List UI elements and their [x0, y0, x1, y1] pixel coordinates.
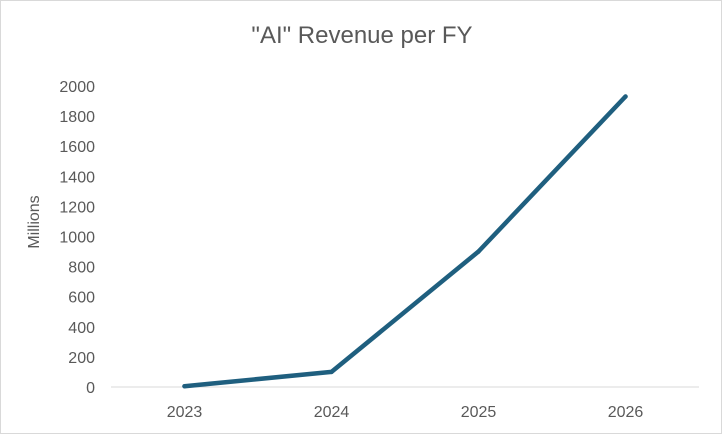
x-tick-label: 2024 [314, 404, 350, 421]
data-point [623, 94, 628, 99]
chart-title: "AI" Revenue per FY [251, 22, 472, 49]
y-axis-title: Millions [26, 195, 43, 248]
x-tick-label: 2025 [461, 404, 497, 421]
y-tick-label: 1600 [59, 139, 95, 156]
x-axis-ticks: 2023 2024 2025 2026 [167, 404, 644, 421]
series-layer [182, 94, 628, 389]
y-tick-label: 1200 [59, 199, 95, 216]
data-point [476, 249, 481, 254]
y-tick-label: 0 [86, 380, 95, 397]
y-tick-label: 1000 [59, 230, 95, 247]
y-tick-label: 600 [68, 290, 95, 307]
y-axis-ticks: 0 200 400 600 800 1000 1200 1400 1600 1800 2000 [59, 79, 95, 397]
y-tick-label: 2000 [59, 79, 95, 96]
y-tick-label: 1800 [59, 109, 95, 126]
x-tick-label: 2026 [608, 404, 644, 421]
y-tick-label: 1400 [59, 169, 95, 186]
y-tick-label: 400 [68, 320, 95, 337]
data-point [329, 369, 334, 375]
y-tick-label: 200 [68, 350, 95, 367]
x-tick-label: 2023 [167, 404, 203, 421]
data-point [182, 384, 187, 389]
series-line [182, 94, 628, 389]
y-tick-label: 800 [68, 260, 95, 277]
